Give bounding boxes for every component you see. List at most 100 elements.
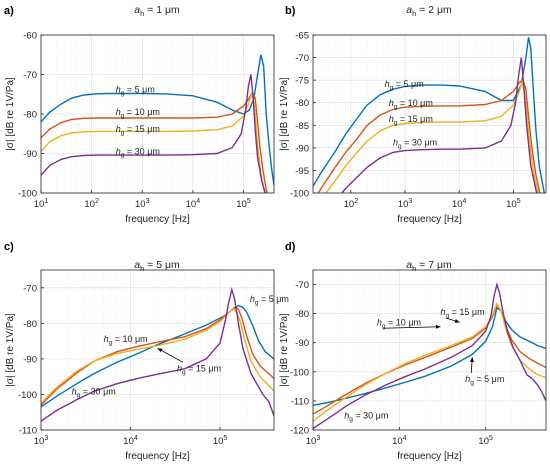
- annotation-symbol: h: [385, 79, 390, 89]
- tick-exponent: 5: [247, 198, 251, 205]
- annotation-symbol: h: [72, 386, 77, 396]
- tick-base: 10: [213, 436, 224, 447]
- annotation-symbol: h: [250, 294, 255, 304]
- y-tick-label: -110: [19, 426, 37, 437]
- x-tick-label: 103: [398, 198, 413, 210]
- series-line-hg15: [41, 307, 274, 404]
- y-tick-label: -80: [295, 98, 309, 109]
- tick-exponent: 3: [408, 198, 412, 205]
- annotation-arrow: [382, 326, 441, 329]
- annotation-arrowhead: [454, 319, 460, 323]
- annotation-subscript: g: [121, 112, 125, 119]
- y-tick-label: -120: [290, 426, 309, 437]
- x-tick-label: 104: [123, 435, 138, 447]
- annotation-value: = 30 μm: [80, 386, 115, 396]
- series-annotation-hg15: hg = 15 μm: [177, 363, 221, 376]
- annotation-symbol: h: [465, 374, 470, 384]
- title-subscript: h: [140, 9, 144, 18]
- annotation-value: = 15 μm: [397, 114, 432, 124]
- series-line-hg15: [41, 91, 266, 193]
- y-tick-label: -75: [295, 76, 309, 87]
- panel-d: 103 104 105-120-110-100-90-80-70frequency …: [279, 241, 547, 462]
- series-line-hg5: [313, 37, 546, 193]
- series-annotation-hg10: hg = 10 μm: [104, 334, 148, 347]
- x-tick-label: 103: [306, 435, 321, 447]
- title-value: = 7 μm: [416, 259, 452, 271]
- annotation-value: = 5 μm: [124, 84, 154, 94]
- annotation-subscript: g: [349, 416, 353, 423]
- series-line-hg15: [313, 301, 546, 422]
- x-axis-label: frequency [Hz]: [397, 214, 462, 225]
- plot-frame: [312, 269, 547, 431]
- title-value: = 2 μm: [416, 4, 452, 16]
- title-value: = 1 μm: [144, 4, 180, 16]
- tick-base: 10: [34, 436, 45, 447]
- annotation-symbol: h: [116, 84, 121, 94]
- annotation-arrowhead: [470, 357, 474, 362]
- annotation-subscript: g: [109, 340, 113, 347]
- tick-base: 10: [398, 199, 409, 210]
- series-annotation-hg30: hg = 30 μm: [72, 386, 116, 399]
- panel-a: 101 102 103 104 105-100-90-80-70-60frequency…: [4, 4, 275, 225]
- annotation-subscript: g: [121, 152, 125, 159]
- annotation-symbol: h: [344, 410, 349, 420]
- series-line-hg30: [341, 57, 538, 193]
- series-line-hg30: [313, 281, 546, 430]
- tick-exponent: 3: [44, 435, 48, 442]
- panel-label: c): [4, 241, 14, 253]
- plot-frame: [312, 34, 547, 194]
- y-tick-label: -85: [295, 121, 309, 132]
- annotation-symbol: h: [377, 317, 382, 327]
- tick-base: 10: [135, 199, 146, 210]
- annotation-symbol: h: [441, 307, 446, 317]
- annotation-value: = 10 μm: [112, 334, 147, 344]
- annotation-subscript: g: [470, 380, 474, 387]
- y-axis-label: |σ| [dB re 1V/Pa]: [5, 313, 16, 387]
- panel-label: a): [4, 5, 14, 17]
- x-tick-label: 105: [213, 435, 228, 447]
- plot-frame: [40, 269, 275, 431]
- tick-exponent: 3: [146, 198, 150, 205]
- x-tick-label: 102: [84, 198, 99, 210]
- annotation-subscript: g: [394, 103, 398, 110]
- annotation-value: = 10 μm: [124, 107, 159, 117]
- y-tick-label: -70: [23, 283, 37, 294]
- tick-exponent: 4: [196, 198, 200, 205]
- annotation-symbol: h: [104, 334, 109, 344]
- y-tick-label: -60: [23, 31, 37, 42]
- series-annotation-hg5: hg = 5 μm: [385, 79, 424, 92]
- series-annotation-hg10: hg = 10 μm: [389, 98, 433, 111]
- y-tick-label: -70: [295, 53, 309, 64]
- annotation-symbol: h: [177, 363, 182, 373]
- y-tick-label: -95: [295, 166, 309, 177]
- y-tick-label: -65: [295, 31, 309, 42]
- y-tick-label: -90: [295, 143, 309, 154]
- series-line-hg10: [317, 78, 541, 193]
- x-tick-label: 104: [452, 198, 467, 210]
- annotation-subscript: g: [77, 392, 81, 399]
- y-tick-label: -80: [23, 110, 37, 121]
- tick-exponent: 5: [517, 198, 521, 205]
- title-subscript: h: [412, 264, 416, 273]
- tick-base: 10: [306, 436, 317, 447]
- annotation-symbol: h: [116, 107, 121, 117]
- series-annotation-hg5: hg = 5 μm: [116, 84, 155, 97]
- y-tick-label: -70: [295, 280, 309, 291]
- series-annotation-hg15: hg = 15 μm: [389, 114, 433, 127]
- tick-base: 10: [478, 436, 489, 447]
- series-annotation-hg30: hg = 30 μm: [116, 147, 160, 160]
- tick-base: 10: [344, 199, 355, 210]
- tick-exponent: 4: [134, 435, 138, 442]
- panel-title: ah = 7 μm: [406, 259, 452, 273]
- panel-title: ah = 2 μm: [406, 4, 452, 18]
- annotation-symbol: h: [389, 98, 394, 108]
- series-line-hg10: [313, 303, 546, 415]
- y-tick-label: -90: [23, 149, 37, 160]
- series-line-hg5: [41, 304, 274, 408]
- annotation-value: = 5 μm: [258, 294, 288, 304]
- y-tick-label: -100: [290, 189, 309, 200]
- tick-exponent: 3: [316, 435, 320, 442]
- series-annotation-hg5: hg = 5 μm: [465, 374, 504, 387]
